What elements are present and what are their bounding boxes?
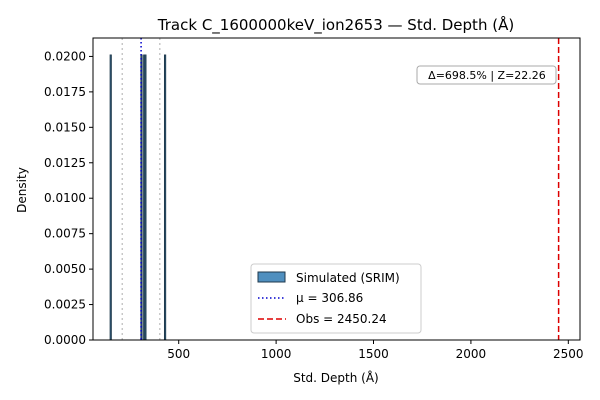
legend-label-observed: Obs = 2450.24 bbox=[296, 312, 387, 326]
x-tick-label: 2500 bbox=[553, 347, 584, 361]
x-axis: 500 1000 1500 2000 2500 bbox=[167, 340, 584, 361]
annotation-box: Δ=698.5% | Z=22.26 bbox=[416, 65, 557, 85]
legend-label-histogram: Simulated (SRIM) bbox=[296, 271, 400, 285]
histogram-bar bbox=[140, 54, 143, 341]
histogram-bar bbox=[144, 54, 147, 341]
y-axis: 0.0000 0.0025 0.0050 0.0075 0.0100 0.0125 0.01… bbox=[44, 49, 93, 347]
histogram-bar bbox=[109, 54, 112, 341]
legend-label-mean: μ = 306.86 bbox=[296, 291, 363, 305]
x-tick-label: 1500 bbox=[358, 347, 389, 361]
y-tick-label: 0.0000 bbox=[44, 333, 86, 347]
legend: Simulated (SRIM) μ = 306.86 Obs = 2450.2… bbox=[250, 263, 422, 334]
plot-frame bbox=[92, 37, 581, 341]
annotation-frame bbox=[416, 65, 557, 85]
y-tick-label: 0.0025 bbox=[44, 298, 86, 312]
legend-swatch-histogram bbox=[257, 271, 286, 283]
x-tick-label: 500 bbox=[167, 347, 190, 361]
y-tick-label: 0.0050 bbox=[44, 262, 86, 276]
y-axis-label: Density bbox=[15, 167, 29, 213]
histogram-bar bbox=[163, 54, 167, 341]
x-tick-label: 2000 bbox=[456, 347, 487, 361]
chart-title: Track C_1600000keV_ion2653 — Std. Depth … bbox=[157, 15, 514, 35]
plot-area bbox=[92, 37, 581, 341]
x-tick-label: 1000 bbox=[261, 347, 292, 361]
y-tick-label: 0.0100 bbox=[44, 191, 86, 205]
y-tick-label: 0.0150 bbox=[44, 120, 86, 134]
y-tick-label: 0.0125 bbox=[44, 156, 86, 170]
y-tick-label: 0.0175 bbox=[44, 85, 86, 99]
y-tick-label: 0.0075 bbox=[44, 227, 86, 241]
y-tick-label: 0.0200 bbox=[44, 49, 86, 63]
x-axis-label: Std. Depth (Å) bbox=[293, 370, 379, 385]
legend-frame bbox=[250, 263, 422, 334]
annotation-text: Δ=698.5% | Z=22.26 bbox=[428, 69, 546, 82]
